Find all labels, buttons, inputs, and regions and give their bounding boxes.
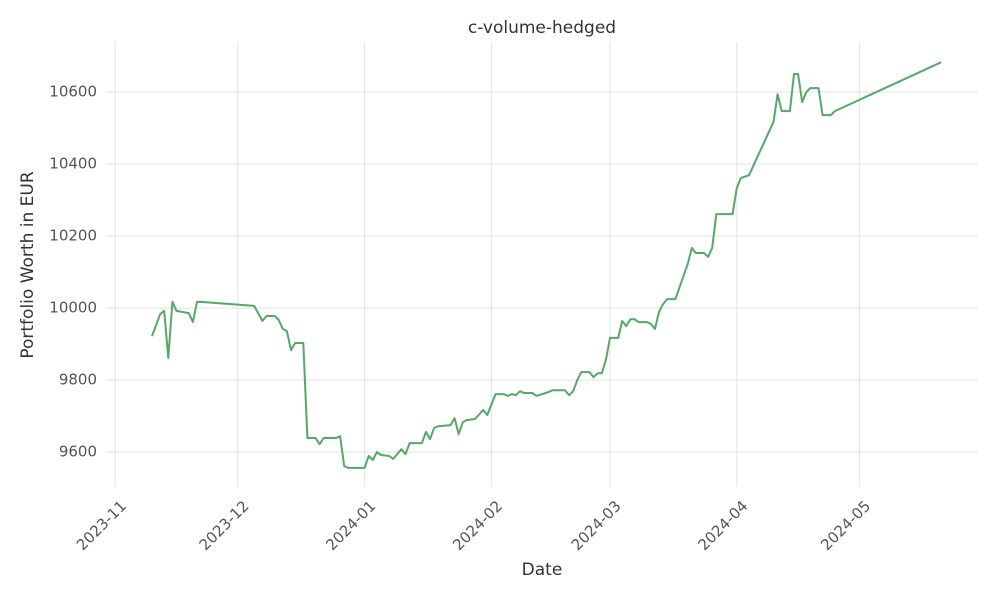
y-tick-label: 9800 xyxy=(59,371,97,389)
x-tick-label: 2024-03 xyxy=(568,497,625,554)
x-tick-label: 2023-11 xyxy=(73,497,130,554)
x-axis-label: Date xyxy=(522,560,563,580)
x-tick-label: 2024-04 xyxy=(694,497,751,554)
y-tick-label: 10600 xyxy=(49,83,97,101)
y-tick-label: 10000 xyxy=(49,299,97,317)
x-tick-label: 2024-05 xyxy=(817,497,874,554)
y-tick-label: 10200 xyxy=(49,227,97,245)
x-tick-label: 2023-12 xyxy=(196,497,253,554)
x-tick-label: 2024-02 xyxy=(449,497,506,554)
x-tick-label: 2024-01 xyxy=(322,497,379,554)
y-tick-label: 9600 xyxy=(59,443,97,461)
chart-title: c-volume-hedged xyxy=(468,18,616,38)
y-tick-label: 10400 xyxy=(49,155,97,173)
y-axis-label: Portfolio Worth in EUR xyxy=(18,171,38,358)
data-line xyxy=(151,61,942,469)
